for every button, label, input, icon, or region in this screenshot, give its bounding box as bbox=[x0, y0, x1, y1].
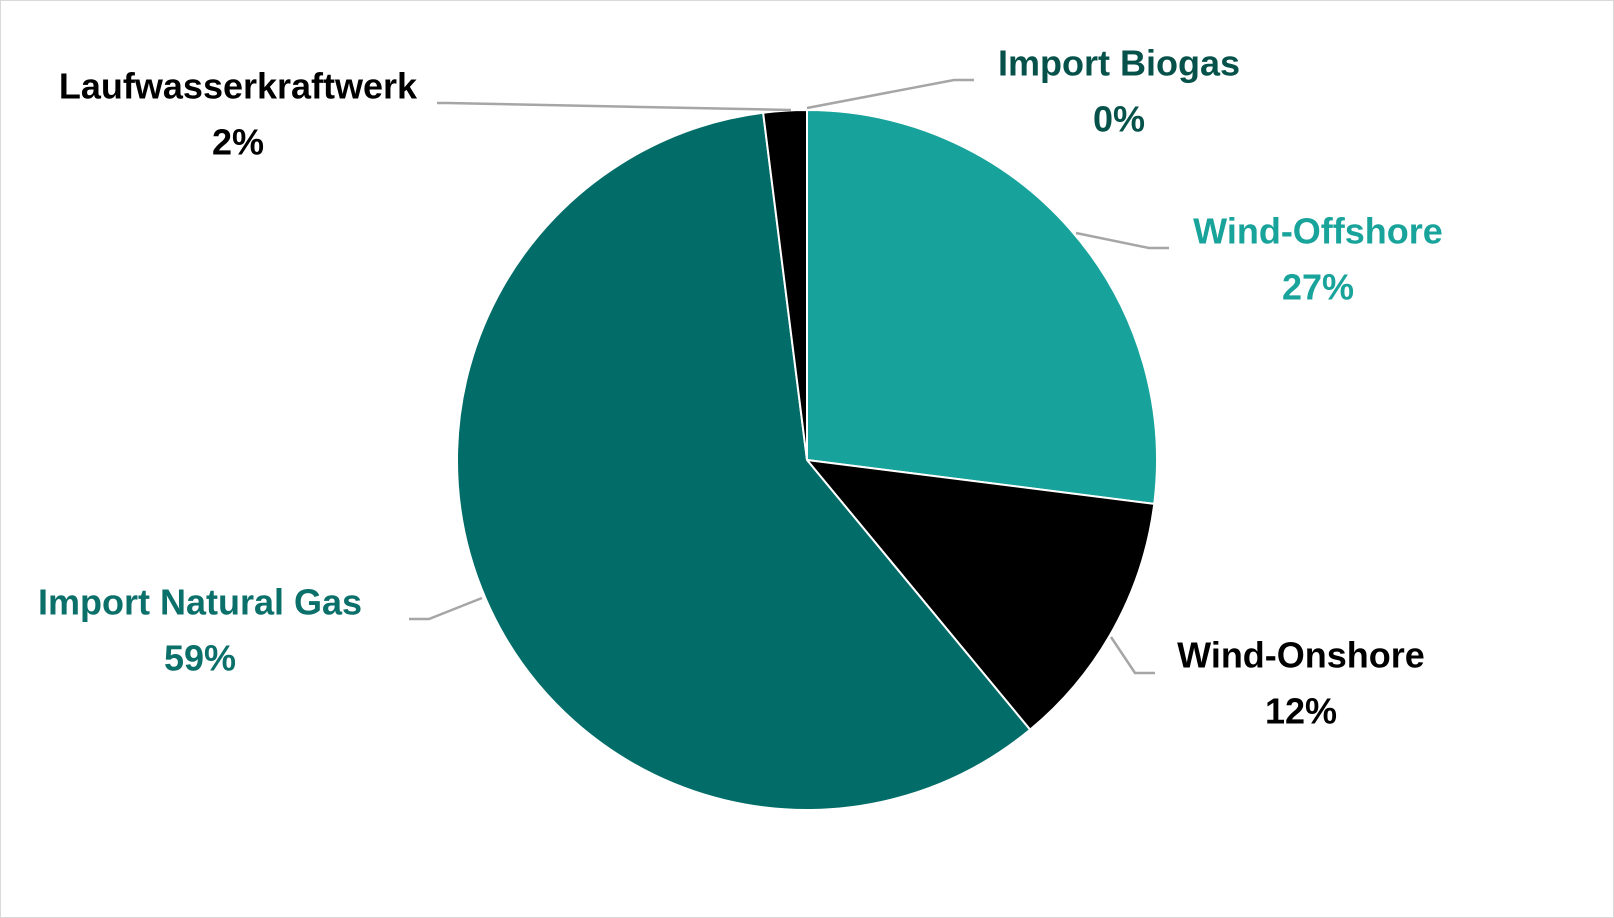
leader-line-import-natural-gas bbox=[409, 596, 483, 621]
leader-line-import-biogas bbox=[806, 78, 974, 110]
pie-slice-wind-offshore bbox=[806, 108, 1158, 505]
leader-line-wind-onshore bbox=[1109, 636, 1155, 675]
data-label-value-laufwasserkraftwerk: 2% bbox=[212, 122, 264, 163]
leader-line-laufwasserkraftwerk bbox=[437, 101, 792, 112]
pie-slices bbox=[456, 108, 1158, 811]
pie-slice-import-natural-gas bbox=[456, 111, 1032, 811]
data-label-name-wind-onshore: Wind-Onshore bbox=[1177, 635, 1425, 676]
data-label-value-wind-onshore: 12% bbox=[1265, 691, 1337, 732]
data-label-name-import-natural-gas: Import Natural Gas bbox=[38, 582, 362, 623]
data-label-name-wind-offshore: Wind-Offshore bbox=[1193, 211, 1443, 252]
data-labels: Import Biogas 0% Wind-Offshore 27% Wind-Onsh… bbox=[38, 43, 1443, 732]
data-label-value-wind-offshore: 27% bbox=[1282, 267, 1354, 308]
data-label-value-import-natural-gas: 59% bbox=[164, 638, 236, 679]
leader-lines bbox=[409, 78, 1169, 675]
data-label-name-laufwasserkraftwerk: Laufwasserkraftwerk bbox=[59, 66, 418, 107]
data-label-name-import-biogas: Import Biogas bbox=[998, 43, 1240, 84]
data-label-value-import-biogas: 0% bbox=[1093, 99, 1145, 140]
leader-line-wind-offshore bbox=[1075, 231, 1169, 250]
pie-slice-wind-onshore bbox=[804, 458, 1156, 732]
